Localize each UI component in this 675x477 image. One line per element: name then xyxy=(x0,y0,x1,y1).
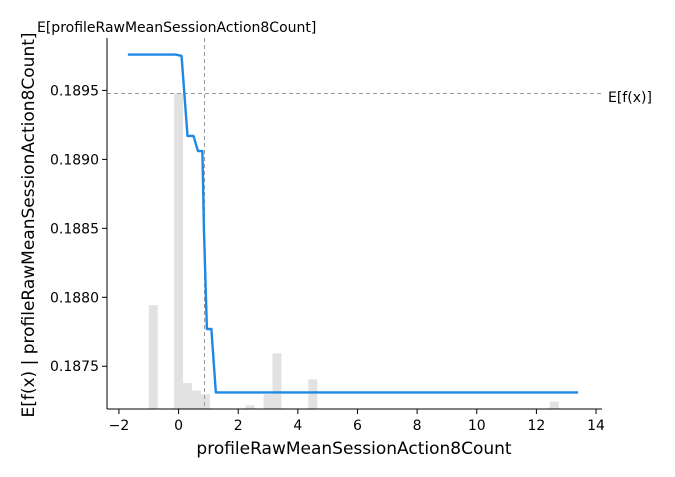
x-axis-title: profileRawMeanSessionAction8Count xyxy=(196,439,512,459)
x-tick-label: 8 xyxy=(413,418,422,434)
x-tick-label: −2 xyxy=(109,418,130,434)
histogram-bar xyxy=(308,379,318,409)
x-tick-label: 2 xyxy=(234,418,243,434)
dependence-series xyxy=(127,53,579,394)
vertical-reference-label: E[profileRawMeanSessionAction8Count] xyxy=(37,20,316,36)
x-tick-label: 6 xyxy=(353,418,362,434)
y-tick-label: 0.1885 xyxy=(50,221,99,237)
x-tick-label: 12 xyxy=(527,418,545,434)
y-tick-label: 0.1875 xyxy=(50,359,99,375)
y-tick-label: 0.1880 xyxy=(50,290,99,306)
histogram-bar xyxy=(549,401,559,409)
histogram-bar xyxy=(191,390,201,409)
histogram xyxy=(148,93,559,410)
histogram-bar xyxy=(200,394,210,409)
y-tick-label: 0.1890 xyxy=(50,152,99,168)
x-tick-label: 14 xyxy=(587,418,605,434)
histogram-bar xyxy=(245,405,255,409)
histogram-bar xyxy=(148,305,158,409)
horizontal-reference-label: E[f(x)] xyxy=(608,90,652,106)
x-tick-label: 0 xyxy=(174,418,183,434)
histogram-bar xyxy=(183,383,192,409)
x-tick-label: 4 xyxy=(293,418,302,434)
dependence-line xyxy=(127,53,579,394)
y-axis-title: E[f(x) | profileRawMeanSessionAction8Cou… xyxy=(19,32,39,417)
histogram-bar xyxy=(263,394,273,409)
histogram-bar xyxy=(174,93,184,410)
x-tick-label: 10 xyxy=(468,418,486,434)
histogram-bar xyxy=(272,353,282,409)
y-tick-label: 0.1895 xyxy=(50,83,99,99)
axes: −2 0 2 4 6 8 10 12 14 0.1875 0.1880 0.1885 0.1890 0.1… xyxy=(50,38,605,434)
